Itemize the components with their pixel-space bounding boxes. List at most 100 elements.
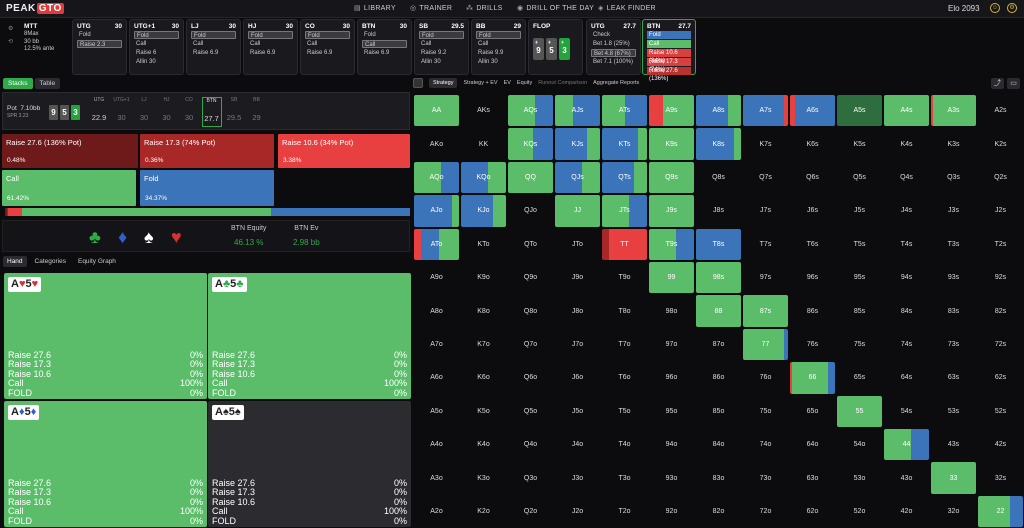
matrix-cell[interactable]: A6o	[413, 361, 460, 394]
matrix-cell[interactable]: KQo	[460, 161, 507, 194]
matrix-cell[interactable]: AJs	[554, 94, 601, 127]
matrix-cell[interactable]: TT	[601, 228, 648, 261]
matrix-cell[interactable]: K5s	[836, 127, 883, 160]
matrix-cell[interactable]: Q6o	[507, 361, 554, 394]
stack-bb[interactable]: BB 29	[252, 97, 261, 122]
matrix-cell[interactable]: 43o	[883, 461, 930, 494]
matrix-cell[interactable]: 88	[695, 294, 742, 327]
matrix-cell[interactable]: 82o	[695, 495, 742, 528]
trophy-icon[interactable]: ☺	[990, 3, 1000, 13]
matrix-cell[interactable]: J3s	[930, 194, 977, 227]
matrix-cell[interactable]: Q3s	[930, 161, 977, 194]
action-card-utg[interactable]: UTG 30 Fold Raise 2.3	[72, 19, 127, 75]
action-card-bb[interactable]: BB 29 Fold Call Raise 9.9 Allin 30	[471, 19, 526, 75]
nav-drills[interactable]: ⁂ DRILLS	[466, 5, 503, 12]
matrix-cell[interactable]: 95s	[836, 261, 883, 294]
matrix-cell[interactable]: K2o	[460, 495, 507, 528]
matrix-cell[interactable]: T3o	[601, 461, 648, 494]
matrix-cell[interactable]: J2s	[977, 194, 1024, 227]
action-box-4[interactable]: Fold 34.37%	[140, 170, 274, 206]
action-option[interactable]: Raise 6.9	[307, 50, 333, 56]
tab-categories[interactable]: Categories	[34, 258, 66, 265]
matrix-cell[interactable]: 97o	[648, 328, 695, 361]
matrix-cell[interactable]: K4o	[460, 428, 507, 461]
matrix-cell[interactable]: 85o	[695, 395, 742, 428]
matrix-cell[interactable]: 44	[883, 428, 930, 461]
matrix-cell[interactable]: 83o	[695, 461, 742, 494]
matrix-cell[interactable]: 75o	[742, 395, 789, 428]
club-suit-icon[interactable]: ♣	[89, 227, 101, 247]
matrix-cell[interactable]: K8o	[460, 294, 507, 327]
matrix-cell[interactable]: QJo	[507, 194, 554, 227]
gear-icon[interactable]: ⚙	[8, 26, 14, 32]
matrix-cell[interactable]: K8s	[695, 127, 742, 160]
matrix-cell[interactable]: J5o	[554, 395, 601, 428]
action-box-3[interactable]: Call 61.42%	[2, 170, 136, 206]
matrix-cell[interactable]: QJs	[554, 161, 601, 194]
matrix-cell[interactable]: AQo	[413, 161, 460, 194]
nav-library[interactable]: ▤ LIBRARY	[354, 5, 396, 12]
matrix-cell[interactable]: Q2o	[507, 495, 554, 528]
matrix-cell[interactable]: KJs	[554, 127, 601, 160]
nav-trainer[interactable]: ◎ TRAINER	[410, 5, 453, 12]
matrix-cell[interactable]: 77	[742, 328, 789, 361]
action-option[interactable]: Call	[478, 41, 489, 47]
matrix-cell[interactable]: Q3o	[507, 461, 554, 494]
matrix-cell[interactable]: T5s	[836, 228, 883, 261]
share-icon[interactable]: ⤴	[991, 78, 1004, 89]
matrix-cell[interactable]: Q7s	[742, 161, 789, 194]
action-option[interactable]: Call	[421, 41, 432, 47]
matrix-cell[interactable]: A7o	[413, 328, 460, 361]
matrix-cell[interactable]: 52o	[836, 495, 883, 528]
action-option[interactable]: Fold	[248, 31, 293, 39]
matrix-cell[interactable]: 52s	[977, 395, 1024, 428]
matrix-cell[interactable]: 76s	[789, 328, 836, 361]
action-option[interactable]: Raise 2.3	[77, 40, 122, 48]
action-card-sb[interactable]: SB 29.5 Fold Call Raise 9.2 Allin 30	[414, 19, 469, 75]
matrix-cell[interactable]: Q2s	[977, 161, 1024, 194]
matrix-cell[interactable]: QTs	[601, 161, 648, 194]
tab-hand[interactable]: Hand	[3, 256, 27, 267]
action-option[interactable]: Raise 17.3 (74%)	[647, 58, 691, 73]
action-option[interactable]: Call	[136, 41, 147, 47]
action-option[interactable]: Raise 9.9	[478, 50, 504, 56]
matrix-cell[interactable]: 98o	[648, 294, 695, 327]
matrix-cell[interactable]: A5o	[413, 395, 460, 428]
action-option[interactable]: Call	[307, 41, 318, 47]
matrix-cell[interactable]: KJo	[460, 194, 507, 227]
matrix-cell[interactable]: A8o	[413, 294, 460, 327]
action-option[interactable]: Check	[593, 32, 611, 38]
matrix-cell[interactable]: 99	[648, 261, 695, 294]
matrix-cell[interactable]: 43s	[930, 428, 977, 461]
matrix-cell[interactable]: 92s	[977, 261, 1024, 294]
matrix-cell[interactable]: 75s	[836, 328, 883, 361]
action-option[interactable]: Raise 27.6 (136%)	[647, 67, 691, 82]
tab-runout-comparison[interactable]: Runout Comparison	[538, 80, 588, 86]
matrix-cell[interactable]: J5s	[836, 194, 883, 227]
diamond-suit-icon[interactable]: ♦	[118, 227, 128, 247]
matrix-cell[interactable]: 63o	[789, 461, 836, 494]
matrix-cell[interactable]: 55	[836, 395, 883, 428]
matrix-cell[interactable]: 87o	[695, 328, 742, 361]
matrix-cell[interactable]: A3o	[413, 461, 460, 494]
matrix-cell[interactable]: T7s	[742, 228, 789, 261]
matrix-cell[interactable]: 72o	[742, 495, 789, 528]
matrix-cell[interactable]: Q9o	[507, 261, 554, 294]
action-option[interactable]: Raise 6	[136, 50, 157, 56]
matrix-cell[interactable]: 96o	[648, 361, 695, 394]
matrix-cell[interactable]: 22	[977, 495, 1024, 528]
matrix-cell[interactable]: T6s	[789, 228, 836, 261]
action-option[interactable]: Fold	[191, 31, 236, 39]
matrix-cell[interactable]: 73s	[930, 328, 977, 361]
matrix-cell[interactable]: J4o	[554, 428, 601, 461]
hand-combo-card[interactable]: A♣5♣ Raise 27.6 0% Raise 17.3 0% Raise 10.6 0%…	[208, 273, 411, 399]
matrix-cell[interactable]: 74s	[883, 328, 930, 361]
matrix-cell[interactable]: 85s	[836, 294, 883, 327]
matrix-cell[interactable]: 84o	[695, 428, 742, 461]
matrix-cell[interactable]: Q8o	[507, 294, 554, 327]
tab-aggregate-reports[interactable]: Aggregate Reports	[593, 80, 640, 86]
matrix-cell[interactable]: Q5o	[507, 395, 554, 428]
matrix-cell[interactable]: J6o	[554, 361, 601, 394]
settings-icon[interactable]: ⚙	[1007, 3, 1017, 13]
